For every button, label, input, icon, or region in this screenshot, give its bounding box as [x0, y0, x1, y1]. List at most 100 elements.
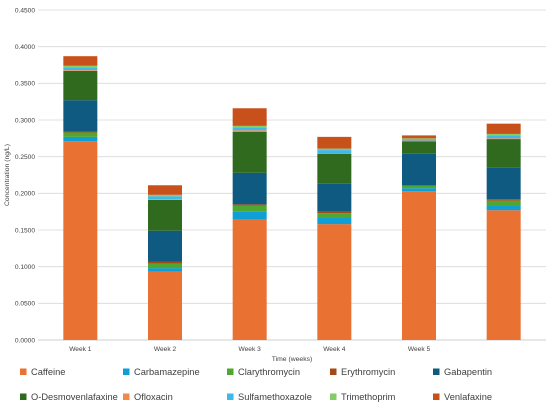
y-axis-title: Concentration (ng/L)	[4, 144, 11, 206]
x-tick-label: Week 2	[154, 346, 177, 353]
bar-segment-trimethoprim	[486, 133, 521, 136]
legend-item: Clarythromycin	[227, 367, 300, 377]
bar-segment-sulfamethoxazole	[148, 196, 182, 200]
legend-label: Clarythromycin	[238, 367, 300, 377]
bar-segment-carbamazepine	[317, 217, 352, 225]
legend-swatch	[227, 393, 234, 400]
bar-segment-ofloxacin	[486, 138, 521, 140]
legend-label: Ofloxacin	[134, 392, 173, 402]
bar-segment-caffeine	[63, 141, 98, 340]
gridlines	[38, 9, 546, 341]
bar-segment-ofloxacin	[63, 70, 98, 71]
bar-stack	[402, 135, 436, 340]
bar-segment-sulfamethoxazole	[486, 135, 521, 139]
bar-segment-o-desmovenlafaxine	[148, 199, 182, 231]
legend-label: Sulfamethoxazole	[238, 392, 312, 402]
legend-label: Venlafaxine	[444, 392, 492, 402]
bar-segment-sulfamethoxazole	[232, 127, 267, 131]
bar-segment-o-desmovenlafaxine	[232, 131, 267, 173]
legend-item: Caffeine	[20, 367, 65, 377]
legend-swatch	[227, 368, 234, 375]
bar-segment-clarythromycin	[486, 200, 521, 206]
bar-segment-caffeine	[317, 224, 352, 340]
bar-segment-sulfamethoxazole	[63, 67, 98, 71]
y-tick-label: 0.1500	[15, 227, 36, 234]
legend-item: Gabapentin	[433, 367, 492, 377]
legend: Caffeine Carbamazepine Clarythromycin Eryth…	[20, 367, 492, 402]
y-tick-label: 0.3500	[15, 81, 36, 88]
bar-segment-caffeine	[148, 271, 182, 340]
bar-segment-caffeine	[486, 210, 521, 340]
legend-label: Gabapentin	[444, 367, 492, 377]
bar-segment-gabapentin	[232, 172, 267, 205]
x-tick-label: Week 3	[239, 346, 262, 353]
bar-segment-clarythromycin	[148, 263, 182, 269]
bar-segment-gabapentin	[317, 183, 352, 212]
bar-segment-erythromycin	[317, 211, 352, 214]
bar-segment-ofloxacin	[402, 140, 436, 142]
legend-label: Caffeine	[31, 367, 65, 377]
bar-segment-gabapentin	[148, 230, 182, 262]
legend-item: Venlafaxine	[433, 392, 492, 402]
x-tick-label: Week 5	[408, 346, 431, 353]
legend-item: Sulfamethoxazole	[227, 392, 312, 402]
x-tick-label: Week 4	[323, 346, 346, 353]
bar-segment-clarythromycin	[232, 205, 267, 212]
legend-swatch	[330, 368, 337, 375]
bar-segment-venlafaxine	[317, 136, 352, 149]
bar-segment-o-desmovenlafaxine	[317, 153, 352, 184]
bar-segment-clarythromycin	[317, 213, 352, 218]
bar-stack	[317, 136, 352, 340]
bar-segment-o-desmovenlafaxine	[486, 139, 521, 168]
legend-label: O-Desmovenlafaxine	[31, 392, 118, 402]
bar-segment-clarythromycin	[63, 132, 98, 137]
y-tick-label: 0.3000	[15, 117, 36, 124]
bar-segment-caffeine	[232, 219, 267, 340]
legend-swatch	[330, 393, 337, 400]
y-tick-label: 0.2500	[15, 154, 36, 161]
legend-item: Trimethoprim	[330, 392, 396, 402]
legend-item: Ofloxacin	[123, 392, 173, 402]
bar-segment-trimethoprim	[232, 125, 267, 128]
bar-segment-gabapentin	[63, 100, 98, 131]
bar-segment-carbamazepine	[402, 188, 436, 192]
bar-segment-sulfamethoxazole	[317, 150, 352, 153]
bar-segment-trimethoprim	[317, 148, 352, 151]
bar-stack	[148, 185, 182, 340]
bar-segment-ofloxacin	[232, 130, 267, 132]
bar-segment-erythromycin	[232, 204, 267, 206]
bar-segment-trimethoprim	[148, 194, 182, 197]
bar-segment-gabapentin	[486, 167, 521, 200]
bar-segment-ofloxacin	[148, 199, 182, 200]
bar-segment-erythromycin	[402, 185, 436, 186]
bar-segment-erythromycin	[148, 261, 182, 264]
y-tick-label: 0.0000	[15, 337, 36, 344]
bar-segment-venlafaxine	[232, 108, 267, 126]
y-tick-label: 0.0500	[15, 301, 36, 308]
legend-label: Carbamazepine	[134, 367, 200, 377]
bar-segment-erythromycin	[486, 199, 521, 201]
legend-item: O-Desmovenlafaxine	[20, 392, 118, 402]
bar-segment-o-desmovenlafaxine	[402, 141, 436, 154]
y-tick-label: 0.1000	[15, 264, 36, 271]
bar-segment-o-desmovenlafaxine	[63, 70, 98, 101]
bar-segment-ofloxacin	[317, 153, 352, 154]
legend-swatch	[20, 368, 27, 375]
legend-item: Erythromycin	[330, 367, 395, 377]
bar-segment-carbamazepine	[63, 136, 98, 142]
legend-item: Carbamazepine	[123, 367, 200, 377]
bar-segment-gabapentin	[402, 153, 436, 186]
y-tick-label: 0.4500	[15, 7, 36, 14]
legend-swatch	[123, 393, 130, 400]
bar-segment-clarythromycin	[402, 186, 436, 189]
bar-segment-venlafaxine	[402, 135, 436, 139]
legend-swatch	[433, 393, 440, 400]
legend-swatch	[20, 393, 27, 400]
bar-segment-venlafaxine	[63, 56, 98, 66]
bar-segment-venlafaxine	[486, 123, 521, 134]
bar-segment-trimethoprim	[402, 138, 436, 140]
y-tick-label: 0.2000	[15, 191, 36, 198]
legend-label: Trimethoprim	[341, 392, 396, 402]
